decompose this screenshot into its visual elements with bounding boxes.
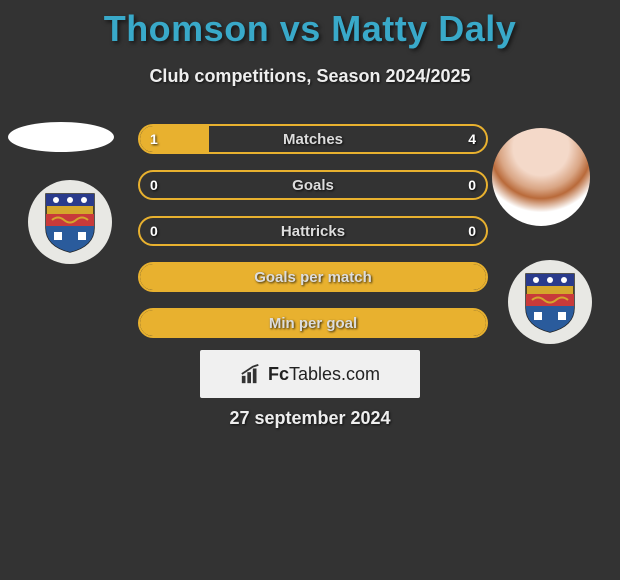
club-badge-left [28, 180, 112, 264]
stat-bar-label: Matches [140, 126, 486, 152]
player-avatar-right [492, 128, 590, 226]
stat-bar: Matches1 4 [138, 124, 488, 154]
stat-bar-label: Hattricks [140, 218, 486, 244]
stats-container: Matches14Goals00Hattricks00Goals per mat… [138, 124, 488, 354]
stat-bar: Goals per match [138, 262, 488, 292]
stat-bar-label: Goals [140, 172, 486, 198]
stat-bar-label: Min per goal [140, 310, 486, 336]
shield-icon [42, 190, 98, 254]
stat-value-right: 4 [468, 126, 476, 152]
stat-value-left: 0 [150, 218, 158, 244]
page-title: Thomson vs Matty Daly [0, 0, 620, 50]
date-text: 27 september 2024 [0, 408, 620, 429]
stat-value-left: 1 [150, 126, 158, 152]
brand-box: FcTables.com [200, 350, 420, 398]
stat-value-right: 0 [468, 172, 476, 198]
brand-text: FcTables.com [268, 364, 380, 385]
stat-bar-label: Goals per match [140, 264, 486, 290]
stat-value-left: 0 [150, 172, 158, 198]
chart-icon [240, 363, 262, 385]
subtitle: Club competitions, Season 2024/2025 [0, 66, 620, 87]
stat-bar: Goals0 0 [138, 170, 488, 200]
shield-icon [522, 270, 578, 334]
player-avatar-left [8, 122, 114, 152]
stat-bar: Min per goal [138, 308, 488, 338]
stat-bar: Hattricks0 0 [138, 216, 488, 246]
club-badge-right [508, 260, 592, 344]
stat-value-right: 0 [468, 218, 476, 244]
